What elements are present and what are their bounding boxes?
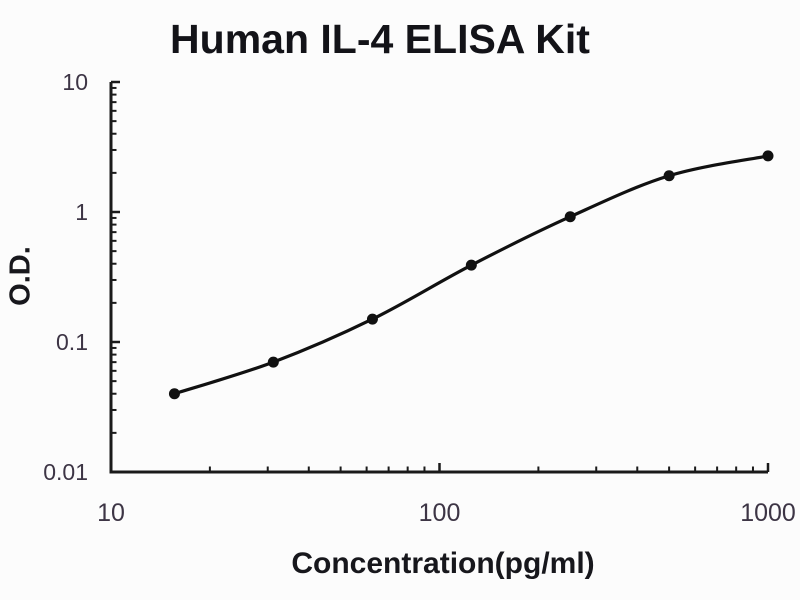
x-tick-label: 1000 <box>740 499 796 527</box>
x-tick-label: 10 <box>97 499 125 527</box>
y-tick-label: 10 <box>62 69 88 95</box>
y-tick-label: 0.1 <box>56 329 88 355</box>
chart-title: Human IL-4 ELISA Kit <box>170 16 590 62</box>
data-point-marker <box>168 388 180 400</box>
x-axis-title: Concentration(pg/ml) <box>291 547 595 580</box>
data-point-marker <box>267 356 279 368</box>
data-point-marker <box>366 313 378 325</box>
data-point-marker <box>564 211 576 223</box>
y-tick-label: 0.01 <box>43 459 88 485</box>
x-tick-label: 100 <box>419 499 461 527</box>
data-point-marker <box>762 150 774 162</box>
standard-curve-line <box>172 154 770 396</box>
y-axis-title: O.D. <box>4 246 37 306</box>
y-tick-label: 1 <box>75 199 88 225</box>
data-point-marker <box>663 170 675 182</box>
data-point-marker <box>465 259 477 271</box>
